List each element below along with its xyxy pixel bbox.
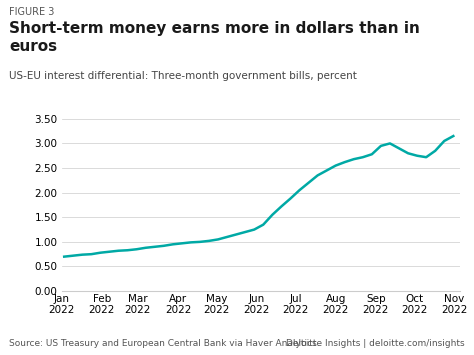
Text: Source: US Treasury and European Central Bank via Haver Analytics.: Source: US Treasury and European Central… [9,339,320,348]
Text: Deloitte Insights | deloitte.com/insights: Deloitte Insights | deloitte.com/insight… [286,339,465,348]
Text: FIGURE 3: FIGURE 3 [9,7,55,17]
Text: US-EU interest differential: Three-month government bills, percent: US-EU interest differential: Three-month… [9,71,357,81]
Text: Short-term money earns more in dollars than in euros: Short-term money earns more in dollars t… [9,21,420,54]
